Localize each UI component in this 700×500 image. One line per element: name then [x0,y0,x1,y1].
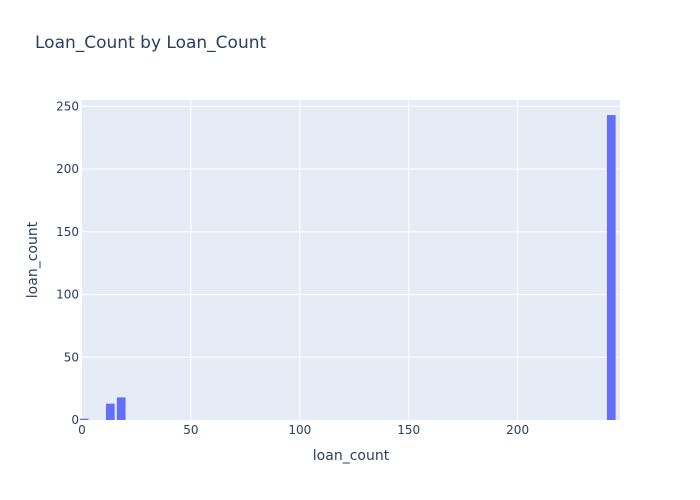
gridlines [82,100,620,420]
x-tick-label: 150 [397,423,420,437]
bar[interactable] [116,397,126,420]
x-tick-label: 100 [288,423,311,437]
x-tick-label: 200 [506,423,529,437]
y-axis-ticks: 0 50 100 150 200 250 [56,99,79,427]
y-tick-label: 0 [71,413,79,427]
y-tick-label: 150 [56,225,79,239]
chart-title: Loan_Count by Loan_Count [35,33,267,53]
bars [79,115,616,420]
x-tick-label: 50 [183,423,198,437]
x-tick-label: 0 [78,423,86,437]
bar[interactable] [606,115,616,420]
x-axis-title: loan_count [313,448,390,464]
bar[interactable] [79,418,89,420]
y-axis-title: loan_count [25,221,41,298]
plot-area [82,100,620,420]
y-tick-label: 50 [64,350,79,364]
y-tick-label: 250 [56,99,79,113]
x-axis-ticks: 0 50 100 150 200 [78,423,529,437]
bar[interactable] [105,403,115,420]
y-tick-label: 200 [56,162,79,176]
y-tick-label: 100 [56,288,79,302]
